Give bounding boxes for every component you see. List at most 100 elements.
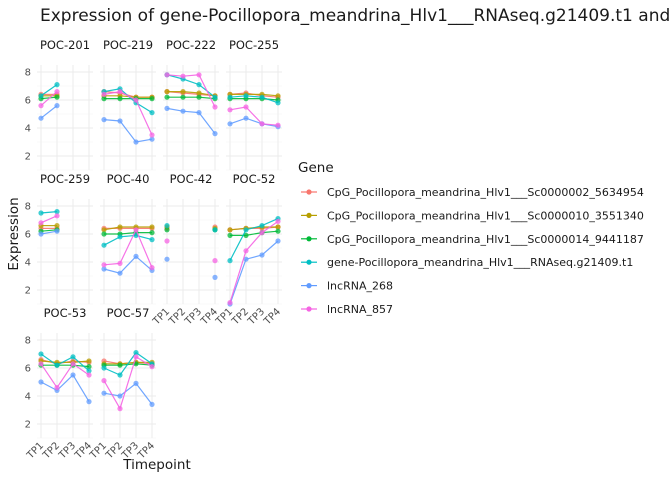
data-point	[212, 258, 218, 264]
data-point	[117, 89, 123, 95]
data-point	[101, 231, 107, 237]
legend-label: gene-Pocillopora_meandrina_Hlv1___RNAseq…	[327, 256, 633, 269]
legend-label: CpG_Pocillopora_meandrina_Hlv1___Sc00000…	[327, 186, 644, 199]
data-point	[54, 213, 60, 219]
data-point	[86, 364, 92, 370]
data-point	[101, 91, 107, 97]
series-line	[230, 93, 279, 97]
data-point	[275, 238, 281, 244]
y-tick-label: 4	[25, 258, 31, 269]
series-line	[103, 228, 153, 268]
data-point	[227, 94, 233, 100]
data-point	[101, 262, 107, 268]
data-point	[133, 253, 139, 259]
series-line	[229, 240, 279, 305]
data-point	[259, 230, 265, 236]
facet-panel: POC-40	[100, 172, 156, 305]
data-point	[117, 270, 123, 276]
data-point	[133, 97, 139, 103]
legend-item: CpG_Pocillopora_meandrina_Hlv1___Sc00000…	[301, 209, 644, 222]
data-point	[243, 227, 249, 233]
series-line	[103, 355, 153, 411]
y-tick-label: 6	[25, 96, 31, 107]
data-point	[86, 368, 92, 374]
series-line	[229, 95, 279, 104]
facet-strip-label: POC-53	[44, 306, 87, 320]
facet-panel: POC-255	[226, 38, 282, 171]
y-tick-label: 6	[25, 364, 31, 375]
data-point	[149, 230, 155, 236]
data-point	[164, 89, 170, 95]
data-point	[38, 103, 44, 109]
legend-label: lncRNA_268	[327, 280, 393, 293]
data-point	[212, 94, 218, 100]
legend-label: lncRNA_857	[327, 303, 393, 316]
data-point	[275, 224, 281, 230]
facet-strip-label: POC-52	[233, 172, 276, 186]
data-point	[54, 89, 60, 95]
data-point	[212, 227, 218, 233]
data-point	[38, 351, 44, 357]
legend-label: CpG_Pocillopora_meandrina_Hlv1___Sc00000…	[327, 233, 644, 246]
data-point	[164, 105, 170, 111]
legend: Gene CpG_Pocillopora_meandrina_Hlv1___Sc…	[298, 160, 644, 316]
series-line	[230, 230, 279, 236]
data-point	[54, 103, 60, 109]
data-point	[275, 228, 281, 234]
data-point	[101, 117, 107, 123]
data-point	[101, 242, 107, 248]
data-point	[38, 361, 44, 367]
data-point	[227, 121, 233, 127]
facet-panel: POC-259 2 4 6 8	[25, 172, 93, 305]
data-point	[164, 256, 170, 262]
data-point	[275, 122, 281, 128]
y-tick-label: 6	[25, 230, 31, 241]
data-point	[149, 132, 155, 138]
facet-strip-label: POC-255	[229, 38, 279, 52]
data-point	[212, 274, 218, 280]
data-point	[54, 228, 60, 234]
facet-strip-label: POC-57	[107, 306, 150, 320]
data-point	[243, 232, 249, 238]
data-point	[164, 238, 170, 244]
facet-strip-label: POC-219	[103, 38, 153, 52]
data-point	[196, 110, 202, 116]
facet-strip-label: POC-201	[40, 38, 90, 52]
data-point	[149, 364, 155, 370]
data-point	[38, 210, 44, 216]
legend-title: Gene	[298, 160, 334, 176]
data-point	[117, 362, 123, 368]
data-point	[86, 372, 92, 378]
x-axis-title: Timepoint	[122, 457, 190, 473]
series-line	[40, 362, 90, 389]
data-point	[180, 89, 186, 95]
series-line	[103, 255, 153, 274]
facet-panels: POC-201 2 4 6 8 POC-219 POC-222 POC-255 POC-259 2…	[25, 38, 284, 462]
facet-panel: POC-222	[163, 38, 219, 171]
series-line	[229, 220, 279, 303]
series-line	[229, 106, 279, 126]
facet-strip-label: POC-40	[107, 172, 150, 186]
data-point	[101, 378, 107, 384]
data-point	[38, 115, 44, 121]
series-line	[40, 229, 58, 232]
data-point	[117, 260, 123, 266]
data-point	[117, 118, 123, 124]
legend-item: CpG_Pocillopora_meandrina_Hlv1___Sc00000…	[301, 233, 644, 246]
data-point	[212, 131, 218, 137]
data-point	[133, 354, 139, 360]
y-tick-label: 8	[25, 336, 31, 347]
data-point	[117, 96, 123, 102]
data-point	[164, 223, 170, 229]
series-line	[229, 117, 279, 128]
data-point	[243, 248, 249, 254]
data-point	[38, 220, 44, 226]
data-point	[54, 223, 60, 229]
y-tick-label: 8	[25, 202, 31, 213]
data-point	[38, 93, 44, 99]
data-point	[101, 365, 107, 371]
data-point	[149, 96, 155, 102]
series-line	[103, 119, 153, 143]
data-point	[54, 94, 60, 100]
